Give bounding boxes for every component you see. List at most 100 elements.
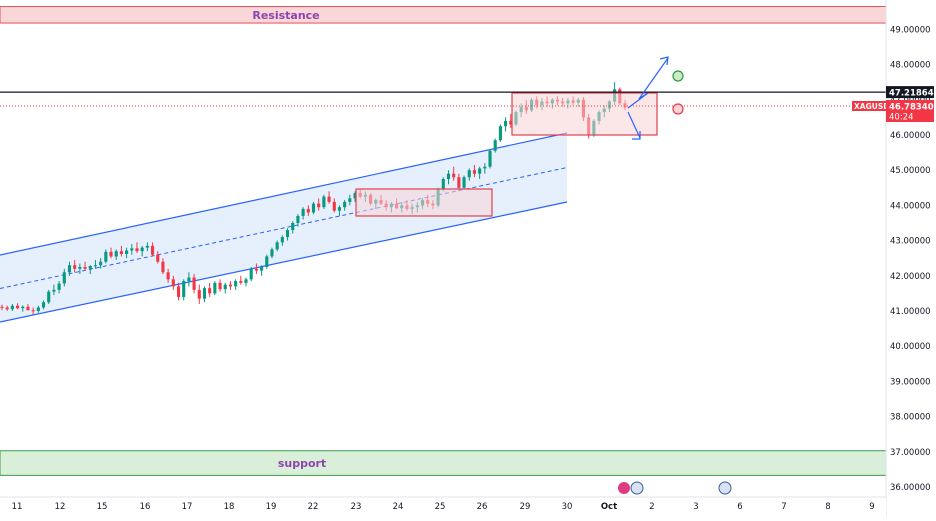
candle-body [130,248,134,251]
candle-body [239,281,243,283]
time-tick-label: 23 [351,502,362,512]
candle [332,198,336,213]
candle-body [223,284,227,290]
candle-body [88,265,92,269]
candle-body [441,179,445,190]
candle [10,303,14,311]
candle-body [176,286,181,297]
time-tick-label: 25 [435,502,446,512]
candle-body [182,281,186,297]
price-tick-label: 43.00000 [890,237,931,247]
candle-body [322,196,326,208]
candle [197,284,201,304]
event-icons-oct [618,481,644,495]
level-badge-label: 47.21864 [889,89,934,99]
candle [41,300,46,310]
candle [452,166,456,181]
candle-body [291,223,295,231]
level-badge [886,86,934,99]
candle-body [26,306,30,311]
bearish-arrow-head [632,131,641,140]
candle [62,268,66,287]
candle [176,282,181,301]
candle [88,265,92,275]
candle-body [109,251,113,257]
candle-body [62,272,66,284]
price-tick-label: 41.00000 [890,307,931,317]
candle [291,221,295,234]
candle-body [151,245,155,255]
candle-body [462,177,466,188]
candle [478,166,482,179]
channel-lower-line [0,201,568,323]
time-tick-label: 19 [266,502,277,512]
candle [16,303,20,310]
candle-body [187,277,191,282]
time-tick-label: 9 [869,502,874,512]
us-flag-icon [718,481,732,495]
candle [52,284,56,296]
time-tick-label: 29 [520,502,531,512]
candle [223,282,227,294]
candle [202,286,207,303]
candle-body [343,201,347,208]
candle [31,307,35,315]
candle [140,245,144,257]
symbol-badge-label: XAGUSD [854,102,889,111]
candle-body [145,245,149,248]
candle-body [265,256,269,267]
price-tick-label: 44.00000 [890,201,931,211]
bearish-projection-arrow [627,111,641,139]
candle-body [472,170,476,174]
candle-body [332,201,336,211]
candle [135,242,139,253]
candle-body [306,208,310,213]
candle-body [478,168,482,174]
candle [467,168,471,181]
candle [457,173,461,192]
candle-body [249,268,253,280]
candle [114,249,118,260]
candle [187,272,191,287]
resistance-label: Resistance [252,9,319,22]
time-tick-label: 8 [825,502,830,512]
candle-body [47,291,51,303]
candle-body [99,261,103,266]
candle-body [161,261,165,273]
candle [337,205,342,216]
price-tick-label: 42.00000 [890,272,931,282]
candle [5,305,9,311]
candle [47,289,51,304]
candle-body [135,248,139,252]
candle-body [125,250,129,254]
candle-body [446,173,451,179]
consolidation-box-1 [355,188,493,217]
time-tick-label: 16 [140,502,151,512]
candle [254,263,258,275]
time-tick-label: 12 [55,502,66,512]
candle [353,191,357,202]
candle [483,163,487,174]
candle [509,113,513,128]
candle [462,175,466,190]
candle-body [467,170,471,178]
candle [504,117,508,132]
candle-body [0,306,4,308]
candle-body [483,166,487,169]
event-icon-lightning [618,482,630,494]
symbol-badge [852,101,886,111]
candle [317,198,321,211]
candle-body [208,288,212,294]
time-tick-label: 6 [737,502,742,512]
candle-body [260,267,264,271]
candle-body [192,277,196,290]
candle-body [504,120,508,127]
candle [125,247,129,259]
candle-body [488,150,492,167]
candle-body [73,265,77,269]
candle [285,228,290,241]
candle-body [31,310,35,312]
candle-body [104,251,108,262]
price-tick-label: 39.00000 [890,377,931,387]
candle-body [10,305,14,310]
